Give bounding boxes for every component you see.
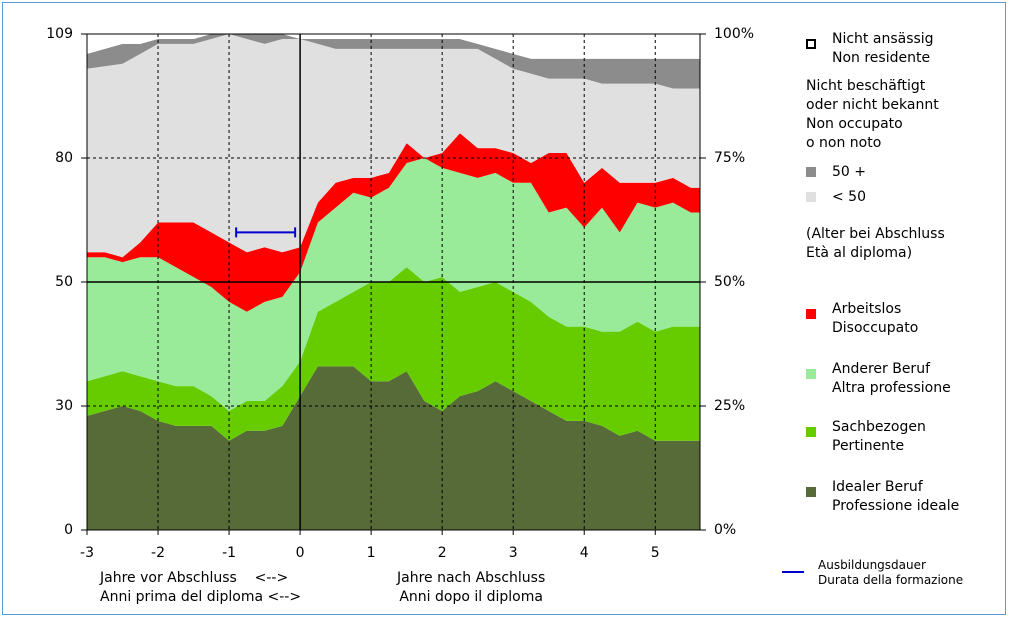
legend-swatch [806, 487, 816, 497]
legend-line [782, 571, 804, 573]
y-tick-label: 50% [714, 274, 745, 290]
left-tick-label: 0 [64, 522, 73, 538]
area [87, 34, 700, 59]
left-tick-label: 109 [46, 26, 73, 42]
legend-label: Ausbildungsdauer Durata della formazione [818, 558, 964, 587]
legend-swatch [806, 369, 816, 379]
area [87, 158, 700, 411]
legend-swatch [806, 309, 816, 319]
y-tick-label: 0% [714, 522, 736, 538]
area [87, 34, 700, 89]
legend-note: (Alter bei Abschluss Età al diploma) [806, 226, 945, 261]
legend-swatch [806, 427, 816, 437]
x-axis-label: Jahre nach Abschluss Anni dopo il diplom… [397, 570, 546, 605]
x-tick-label: -2 [151, 545, 165, 561]
y-tick-label: 100% [714, 26, 754, 42]
left-tick-label: 50 [55, 274, 73, 290]
y-tick-label: 25% [714, 398, 745, 414]
legend-label: Anderer Beruf Altra professione [832, 361, 951, 396]
x-tick-label: -3 [80, 545, 94, 561]
area [87, 133, 700, 312]
legend-label: 50 + [832, 164, 866, 180]
left-tick-label: 30 [55, 398, 73, 414]
legend-heading: Nicht beschäftigt oder nicht bekannt Non… [806, 78, 939, 151]
y-tick-label: 75% [714, 150, 745, 166]
x-tick-label: 1 [367, 545, 376, 561]
x-tick-label: 0 [296, 545, 305, 561]
x-tick-label: 2 [438, 545, 447, 561]
area [87, 366, 700, 530]
x-axis-label: Jahre vor Abschluss <--> Anni prima del … [100, 570, 302, 605]
x-tick-label: 3 [509, 545, 518, 561]
left-tick-label: 80 [55, 150, 73, 166]
plot-frame [86, 33, 701, 531]
legend-label: Sachbezogen Pertinente [832, 419, 926, 454]
legend-swatch [806, 192, 816, 202]
legend-swatch [806, 167, 816, 177]
area [87, 267, 700, 441]
legend-label: < 50 [832, 189, 866, 205]
x-tick-label: 5 [651, 545, 660, 561]
legend-label: Idealer Beruf Professione ideale [832, 479, 960, 514]
legend-label: Nicht ansässig Non residente [832, 31, 934, 66]
legend-label: Arbeitslos Disoccupato [832, 301, 919, 336]
x-tick-label: -1 [222, 545, 236, 561]
legend-swatch [806, 39, 816, 49]
x-tick-label: 4 [580, 545, 589, 561]
area [87, 34, 700, 258]
